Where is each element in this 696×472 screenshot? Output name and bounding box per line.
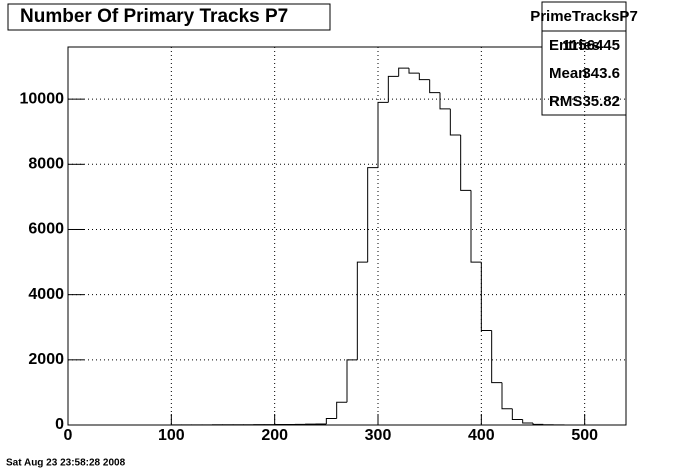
histogram-bin: [501, 382, 513, 410]
histogram-bin: [418, 73, 430, 81]
histogram-bin: [387, 75, 399, 103]
stats-value: 343.6: [582, 65, 620, 82]
histogram-bin: [346, 359, 358, 403]
histogram-bin: [491, 330, 502, 384]
y-tick-label: 2000: [28, 351, 64, 368]
y-tick-label: 0: [55, 416, 64, 433]
histogram-bin: [429, 79, 440, 94]
stats-label: Mean: [549, 65, 587, 82]
histogram-bin: [356, 261, 368, 360]
y-tick-label: 6000: [28, 221, 64, 238]
histogram-bin: [325, 417, 337, 425]
x-tick-label: 300: [365, 427, 392, 444]
histogram-bin: [398, 67, 409, 77]
histogram-bin: [336, 401, 347, 419]
histogram-bin: [460, 134, 471, 191]
stats-title: PrimeTracksP7: [530, 8, 638, 25]
y-tick-label: 8000: [28, 156, 64, 173]
title-box: [7, 3, 331, 31]
histogram-bin: [367, 167, 378, 263]
x-tick-label: 500: [571, 427, 598, 444]
y-tick-label: 4000: [28, 286, 64, 303]
x-tick-label: 100: [158, 427, 185, 444]
histogram-bin: [522, 419, 533, 424]
histogram-bin: [470, 190, 482, 263]
histogram-bin: [377, 101, 389, 168]
stats-box: [541, 1, 627, 116]
histogram-bin: [480, 262, 492, 331]
histogram-bin: [532, 423, 544, 425]
x-tick-label: 400: [468, 427, 495, 444]
histogram-bin: [449, 108, 461, 136]
x-tick-label: 200: [261, 427, 288, 444]
stats-value: 35.82: [582, 93, 620, 110]
histogram-bin: [408, 68, 420, 74]
chart-title: Number Of Primary Tracks P7: [20, 6, 288, 27]
y-tick-label: 10000: [20, 90, 65, 107]
stats-label: Entries: [549, 37, 600, 54]
stats-label: RMS: [549, 93, 582, 110]
stats-value: 1156445: [562, 37, 620, 54]
histogram-bin: [439, 92, 451, 110]
histogram-bin: [511, 408, 523, 420]
footer-date: Sat Aug 23 23:58:28 2008: [6, 458, 126, 469]
x-tick-label: 0: [64, 427, 73, 444]
